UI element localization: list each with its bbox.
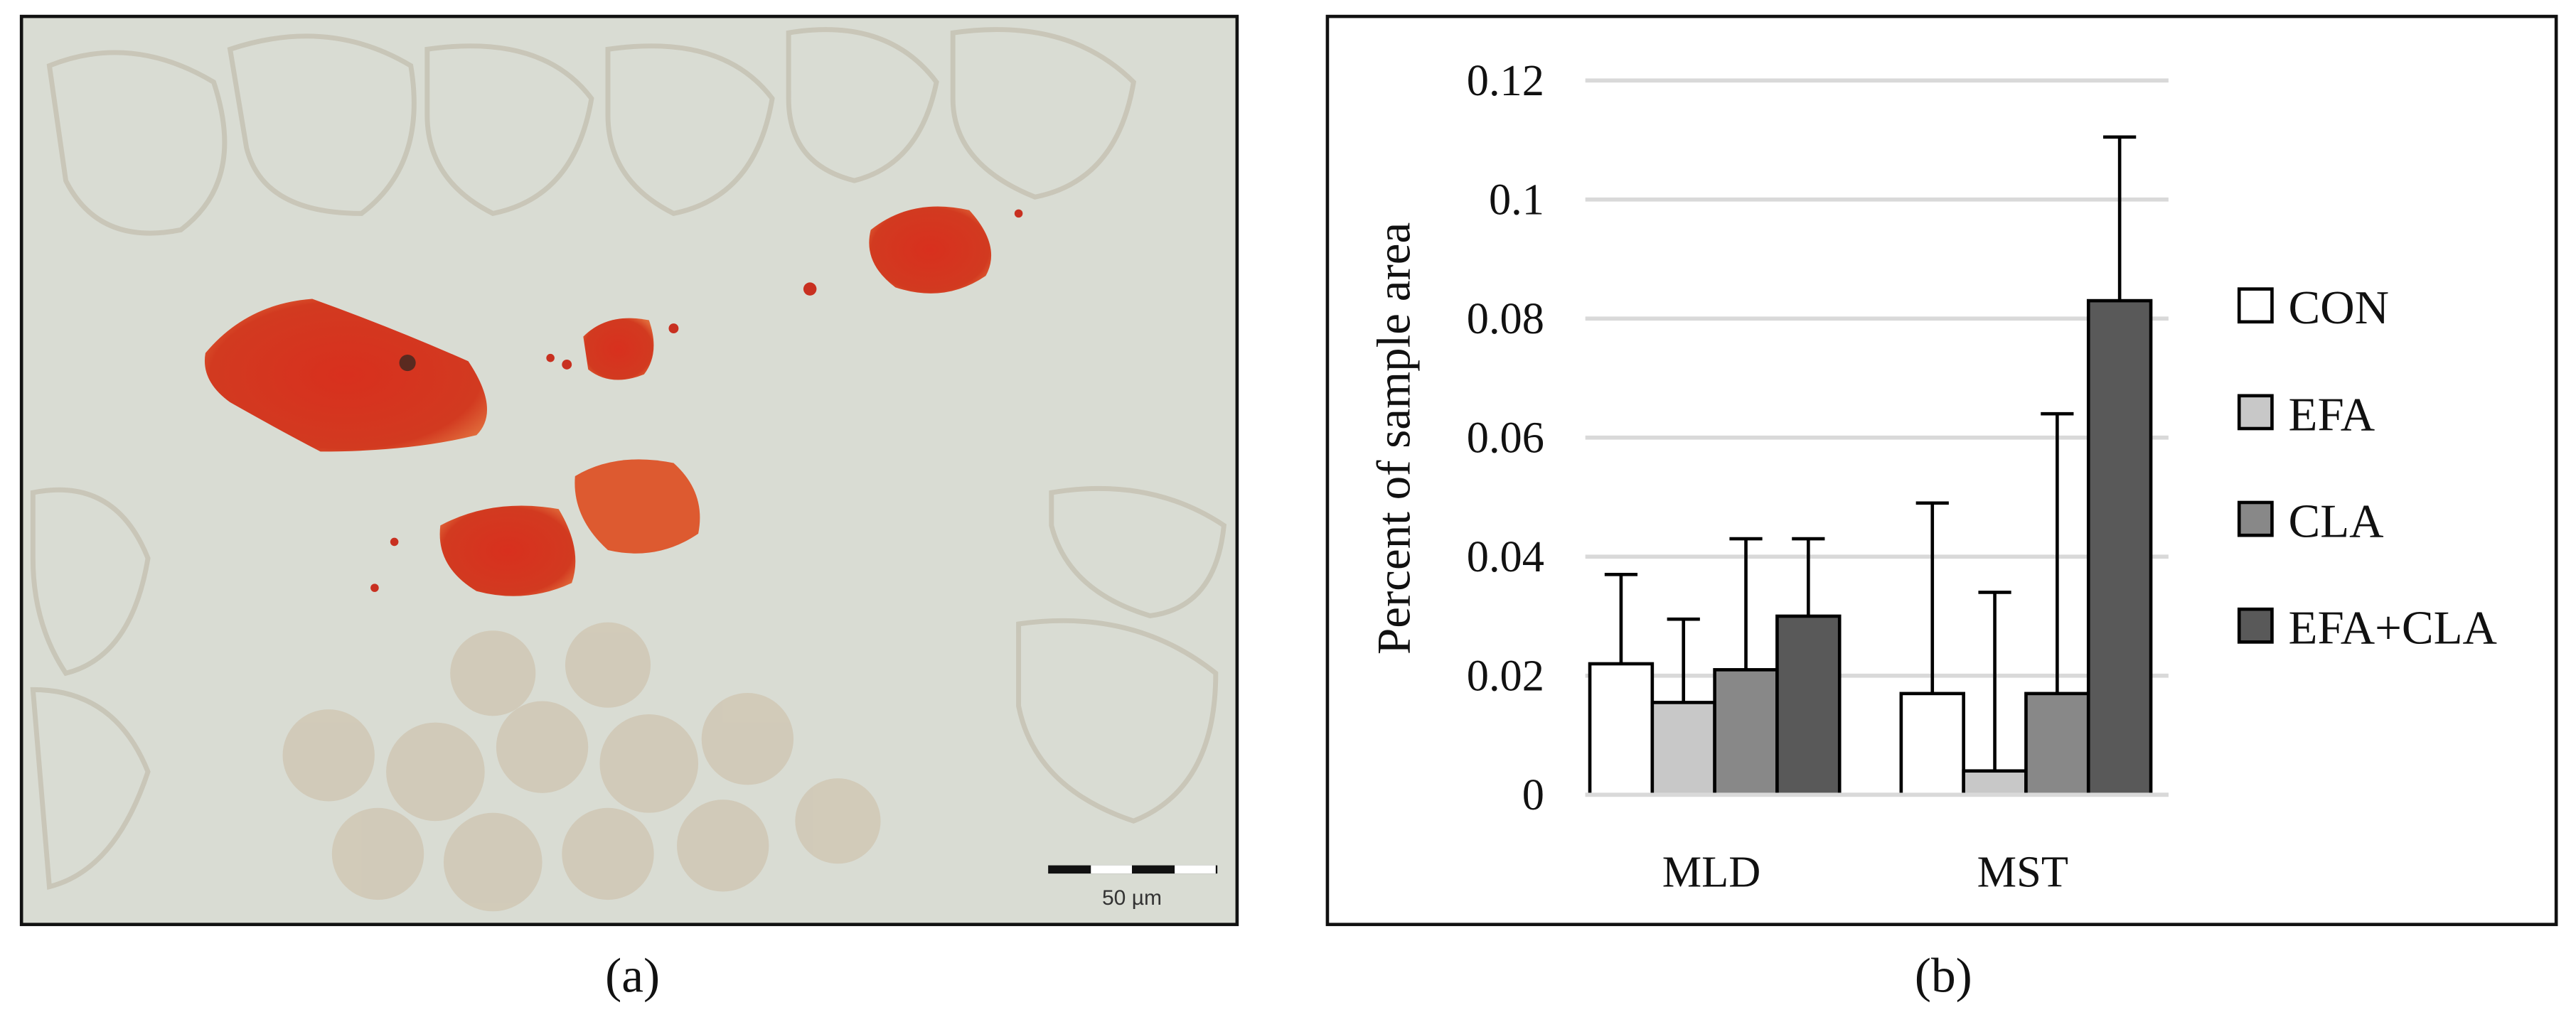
x-tick-label: MST [1977, 848, 2068, 897]
legend-swatch [2237, 500, 2274, 537]
bar [1713, 668, 1779, 797]
y-tick-label: 0.12 [1467, 56, 1544, 105]
bar [1775, 614, 1842, 797]
micrograph: 50 µm [21, 16, 1237, 925]
scale-bar: 50 µm [1048, 865, 1218, 910]
panel-frame [19, 14, 1239, 927]
bar [2086, 298, 2153, 797]
legend-label: CLA [2289, 495, 2384, 548]
y-tick-label: 0.08 [1467, 294, 1544, 343]
legend-swatch [2237, 287, 2274, 324]
y-tick-label: 0.06 [1467, 414, 1544, 463]
chart: 0 0.02 0.04 0.06 0.08 0.1 0.12 MLD MST CON EFA CLA E… [1467, 56, 2497, 897]
legend-swatch [2237, 607, 2274, 644]
legend-label: EFA+CLA [2289, 602, 2497, 655]
y-tick-label: 0.02 [1467, 652, 1544, 701]
legend-swatch [2237, 394, 2274, 431]
caption: (a) [605, 947, 660, 1002]
scale-bar-label: 50 µm [1102, 886, 1162, 910]
caption: (b) [1915, 947, 1972, 1002]
y-axis-label: Percent of sample area [1367, 222, 1420, 655]
y-tick-label: 0.1 [1489, 176, 1544, 225]
bar [1650, 701, 1716, 797]
x-tick-label: MLD [1662, 848, 1761, 897]
y-tick-label: 0.04 [1467, 532, 1544, 581]
bar [1588, 662, 1655, 797]
y-tick-label: 0 [1522, 770, 1544, 819]
legend-label: CON [2289, 281, 2389, 334]
legend-label: EFA [2289, 388, 2375, 441]
bar [1899, 692, 1965, 797]
bar [1962, 769, 2028, 797]
bar [2024, 692, 2090, 797]
